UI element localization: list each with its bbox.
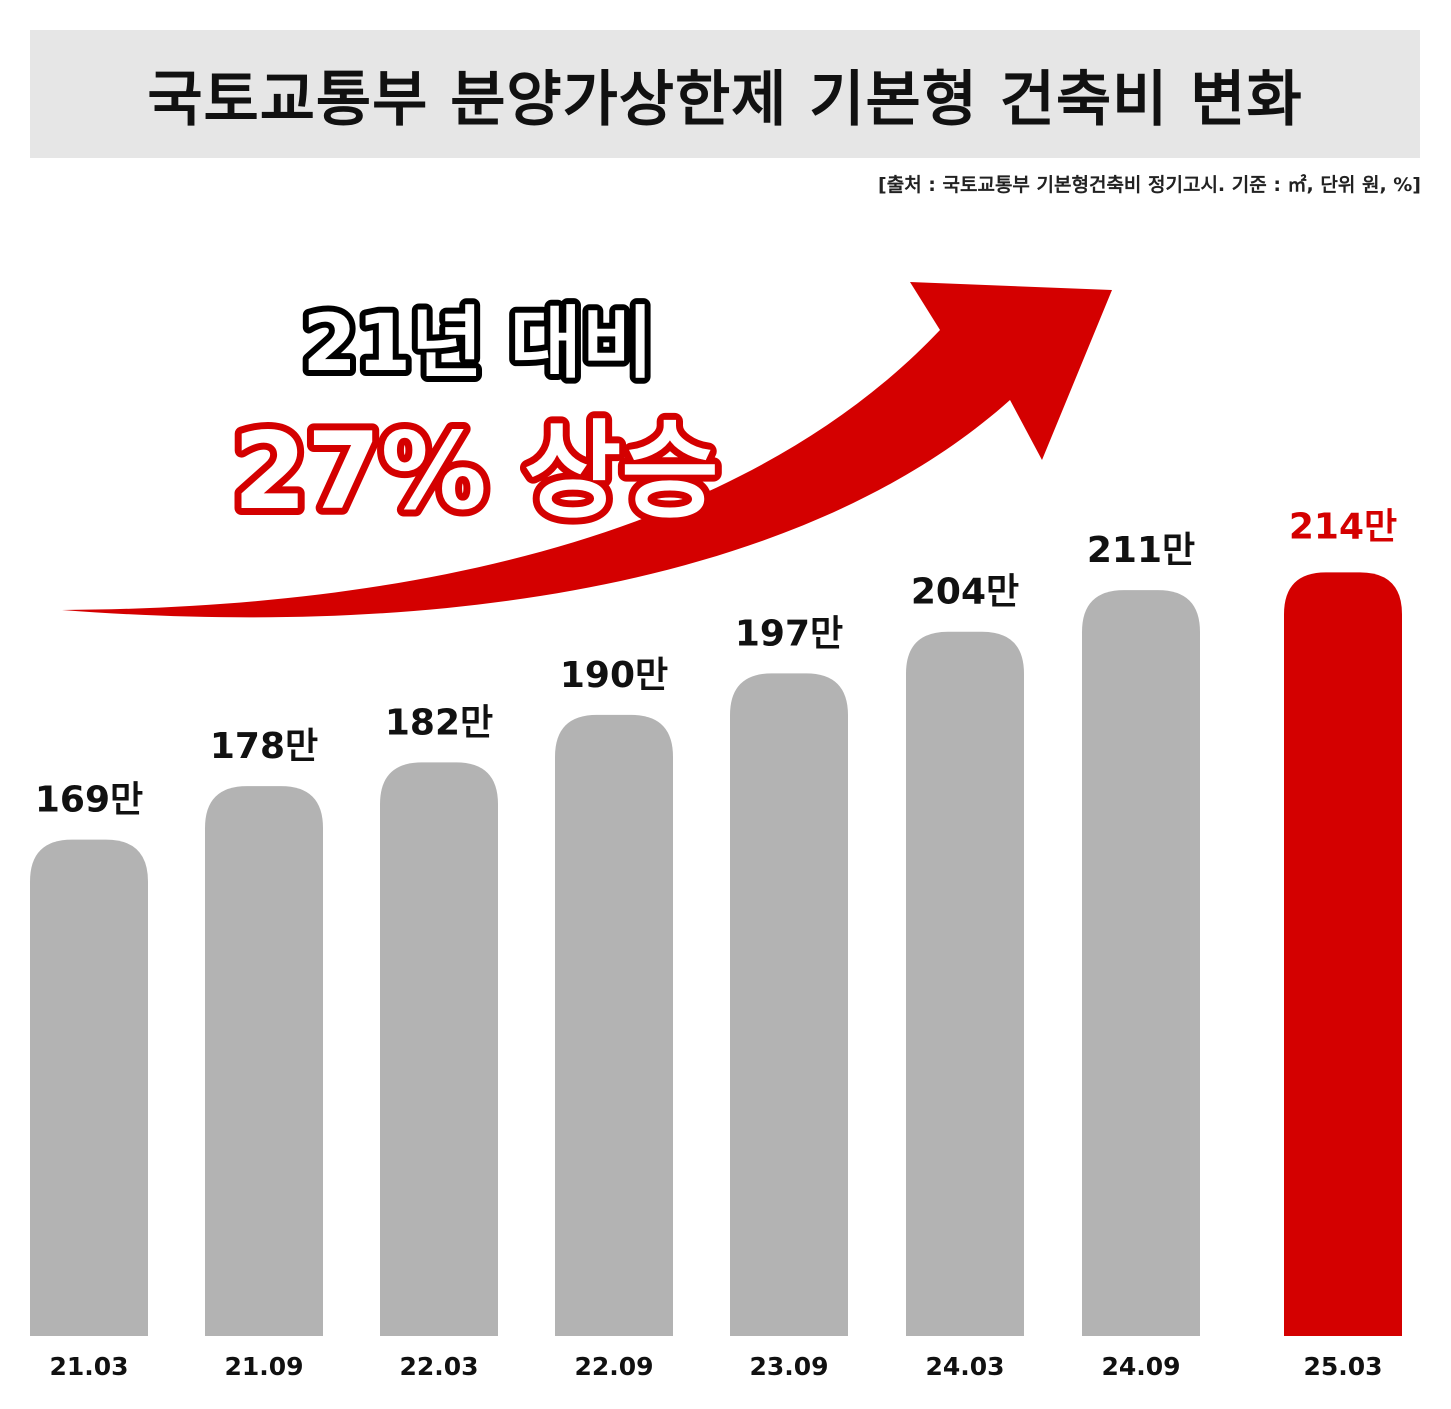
bar-value-label: 197만 (735, 613, 843, 654)
bar-25.03 (1284, 572, 1402, 1336)
bar-value-label: 169만 (35, 780, 143, 821)
x-tick-label: 21.03 (49, 1352, 128, 1381)
title-band: 국토교통부 분양가상한제 기본형 건축비 변화 (30, 30, 1420, 158)
callout-line2: 27% 상승 (233, 410, 719, 533)
x-tick-label: 23.09 (749, 1352, 828, 1381)
bar-value-label: 214만 (1289, 506, 1397, 547)
bar-22.09 (555, 714, 673, 1336)
x-tick-label: 24.09 (1101, 1352, 1180, 1381)
bar-22.03 (380, 762, 498, 1336)
bar-24.03 (906, 631, 1024, 1336)
bar-labels: 169만 21.03 178만 21.09 182만 22.03 190만 22.09 197만… (35, 506, 1397, 1381)
bar-value-label: 178만 (210, 726, 318, 767)
bar-21.09 (205, 786, 323, 1336)
x-tick-label: 22.03 (399, 1352, 478, 1381)
bar-21.03 (30, 839, 148, 1336)
callout: 21년 대비 27% 상승 (226, 293, 726, 540)
bars (30, 572, 1402, 1336)
bar-23.09 (730, 673, 848, 1336)
bar-value-label: 204만 (911, 572, 1019, 613)
trend-arrow-shape (62, 282, 1112, 618)
x-tick-label: 21.09 (224, 1352, 303, 1381)
page-title: 국토교통부 분양가상한제 기본형 건축비 변화 (147, 64, 1303, 135)
x-tick-label: 22.09 (574, 1352, 653, 1381)
bar-24.09 (1082, 590, 1200, 1336)
trend-arrow (62, 282, 1112, 618)
x-tick-label: 24.03 (925, 1352, 1004, 1381)
bar-value-label: 190만 (560, 655, 668, 696)
x-tick-label: 25.03 (1303, 1352, 1382, 1381)
source-note: [출처 : 국토교통부 기본형건축비 정기고시. 기준 : ㎡, 단위 원, %… (878, 174, 1421, 196)
bar-value-label: 182만 (385, 702, 493, 743)
callout-line1: 21년 대비 (303, 299, 654, 389)
bar-value-label: 211만 (1087, 530, 1195, 571)
